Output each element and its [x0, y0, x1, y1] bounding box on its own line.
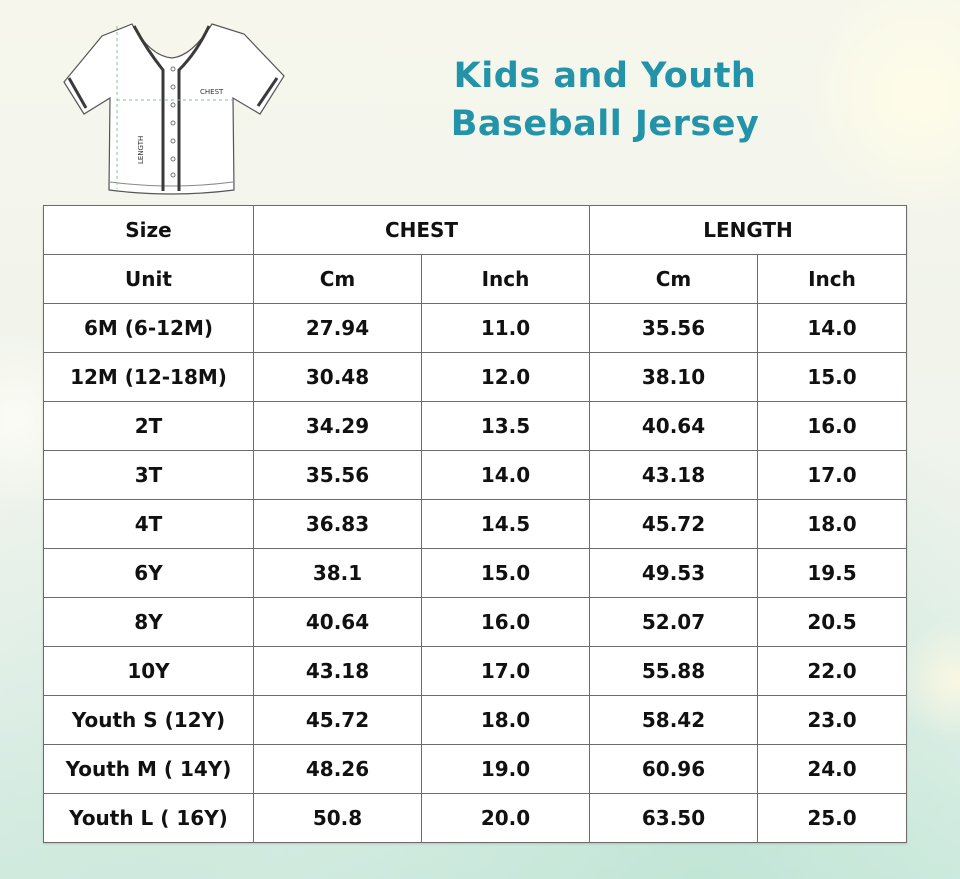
cell-size: 2T [43, 401, 254, 451]
cell-length-cm: 55.88 [589, 646, 758, 696]
jersey-diagram: CHEST LENGTH [62, 14, 288, 196]
header-length-cm: Cm [589, 254, 758, 304]
cell-size: 8Y [43, 597, 254, 647]
cell-length-cm: 38.10 [589, 352, 758, 402]
header-length-inch: Inch [757, 254, 907, 304]
cell-size: Youth M ( 14Y) [43, 744, 254, 794]
cell-length-cm: 60.96 [589, 744, 758, 794]
cell-size: 6Y [43, 548, 254, 598]
cell-chest-cm: 45.72 [253, 695, 422, 745]
cell-size: 10Y [43, 646, 254, 696]
cell-chest-inch: 12.0 [421, 352, 590, 402]
cell-chest-cm: 36.83 [253, 499, 422, 549]
cell-length-inch: 23.0 [757, 695, 907, 745]
cell-length-cm: 35.56 [589, 303, 758, 353]
cell-length-cm: 45.72 [589, 499, 758, 549]
cell-size: Youth S (12Y) [43, 695, 254, 745]
header-row-measurements: Size CHEST LENGTH [43, 205, 907, 255]
cell-length-cm: 49.53 [589, 548, 758, 598]
title-line-1: Kids and Youth [453, 56, 757, 96]
table-row: Youth L ( 16Y) 50.8 20.0 63.50 25.0 [43, 793, 907, 843]
table-row: 8Y 40.64 16.0 52.07 20.5 [43, 597, 907, 647]
cell-length-inch: 15.0 [757, 352, 907, 402]
cell-chest-inch: 16.0 [421, 597, 590, 647]
cell-chest-inch: 18.0 [421, 695, 590, 745]
table-row: 12M (12-18M) 30.48 12.0 38.10 15.0 [43, 352, 907, 402]
cell-chest-inch: 15.0 [421, 548, 590, 598]
cell-length-cm: 58.42 [589, 695, 758, 745]
cell-size: Youth L ( 16Y) [43, 793, 254, 843]
cell-size: 6M (6-12M) [43, 303, 254, 353]
cell-size: 4T [43, 499, 254, 549]
cell-length-inch: 20.5 [757, 597, 907, 647]
cell-length-inch: 24.0 [757, 744, 907, 794]
cell-chest-cm: 30.48 [253, 352, 422, 402]
cell-length-inch: 19.5 [757, 548, 907, 598]
cell-chest-inch: 14.5 [421, 499, 590, 549]
header-row-units: Unit Cm Inch Cm Inch [43, 254, 907, 304]
cell-chest-cm: 27.94 [253, 303, 422, 353]
cell-length-inch: 17.0 [757, 450, 907, 500]
cell-chest-inch: 17.0 [421, 646, 590, 696]
length-label: LENGTH [137, 136, 145, 164]
header-chest-inch: Inch [421, 254, 590, 304]
header-chest: CHEST [253, 205, 590, 255]
cell-length-cm: 40.64 [589, 401, 758, 451]
size-chart-table: Size CHEST LENGTH Unit Cm Inch Cm Inch 6… [43, 205, 907, 843]
cell-length-inch: 18.0 [757, 499, 907, 549]
cell-length-inch: 25.0 [757, 793, 907, 843]
baseball-jersey-icon: CHEST LENGTH [63, 23, 285, 195]
table-row: 4T 36.83 14.5 45.72 18.0 [43, 499, 907, 549]
cell-chest-cm: 43.18 [253, 646, 422, 696]
table-row: 6M (6-12M) 27.94 11.0 35.56 14.0 [43, 303, 907, 353]
cell-size: 12M (12-18M) [43, 352, 254, 402]
header-length: LENGTH [589, 205, 907, 255]
cell-size: 3T [43, 450, 254, 500]
page-title: Kids and Youth Baseball Jersey [420, 52, 790, 148]
cell-chest-inch: 20.0 [421, 793, 590, 843]
header-size: Size [43, 205, 254, 255]
table-row: Youth M ( 14Y) 48.26 19.0 60.96 24.0 [43, 744, 907, 794]
cell-length-inch: 14.0 [757, 303, 907, 353]
table-row: Youth S (12Y) 45.72 18.0 58.42 23.0 [43, 695, 907, 745]
cell-chest-inch: 11.0 [421, 303, 590, 353]
header-chest-cm: Cm [253, 254, 422, 304]
chest-label: CHEST [200, 88, 224, 96]
cell-length-cm: 52.07 [589, 597, 758, 647]
cell-chest-inch: 13.5 [421, 401, 590, 451]
cell-chest-inch: 14.0 [421, 450, 590, 500]
cell-length-cm: 63.50 [589, 793, 758, 843]
cell-chest-cm: 34.29 [253, 401, 422, 451]
table-row: 2T 34.29 13.5 40.64 16.0 [43, 401, 907, 451]
table-row: 3T 35.56 14.0 43.18 17.0 [43, 450, 907, 500]
cell-chest-inch: 19.0 [421, 744, 590, 794]
cell-chest-cm: 40.64 [253, 597, 422, 647]
cell-chest-cm: 35.56 [253, 450, 422, 500]
header-unit: Unit [43, 254, 254, 304]
cell-length-inch: 16.0 [757, 401, 907, 451]
title-line-2: Baseball Jersey [450, 104, 760, 144]
table-row: 10Y 43.18 17.0 55.88 22.0 [43, 646, 907, 696]
table-row: 6Y 38.1 15.0 49.53 19.5 [43, 548, 907, 598]
cell-chest-cm: 50.8 [253, 793, 422, 843]
cell-length-inch: 22.0 [757, 646, 907, 696]
cell-chest-cm: 48.26 [253, 744, 422, 794]
cell-length-cm: 43.18 [589, 450, 758, 500]
cell-chest-cm: 38.1 [253, 548, 422, 598]
